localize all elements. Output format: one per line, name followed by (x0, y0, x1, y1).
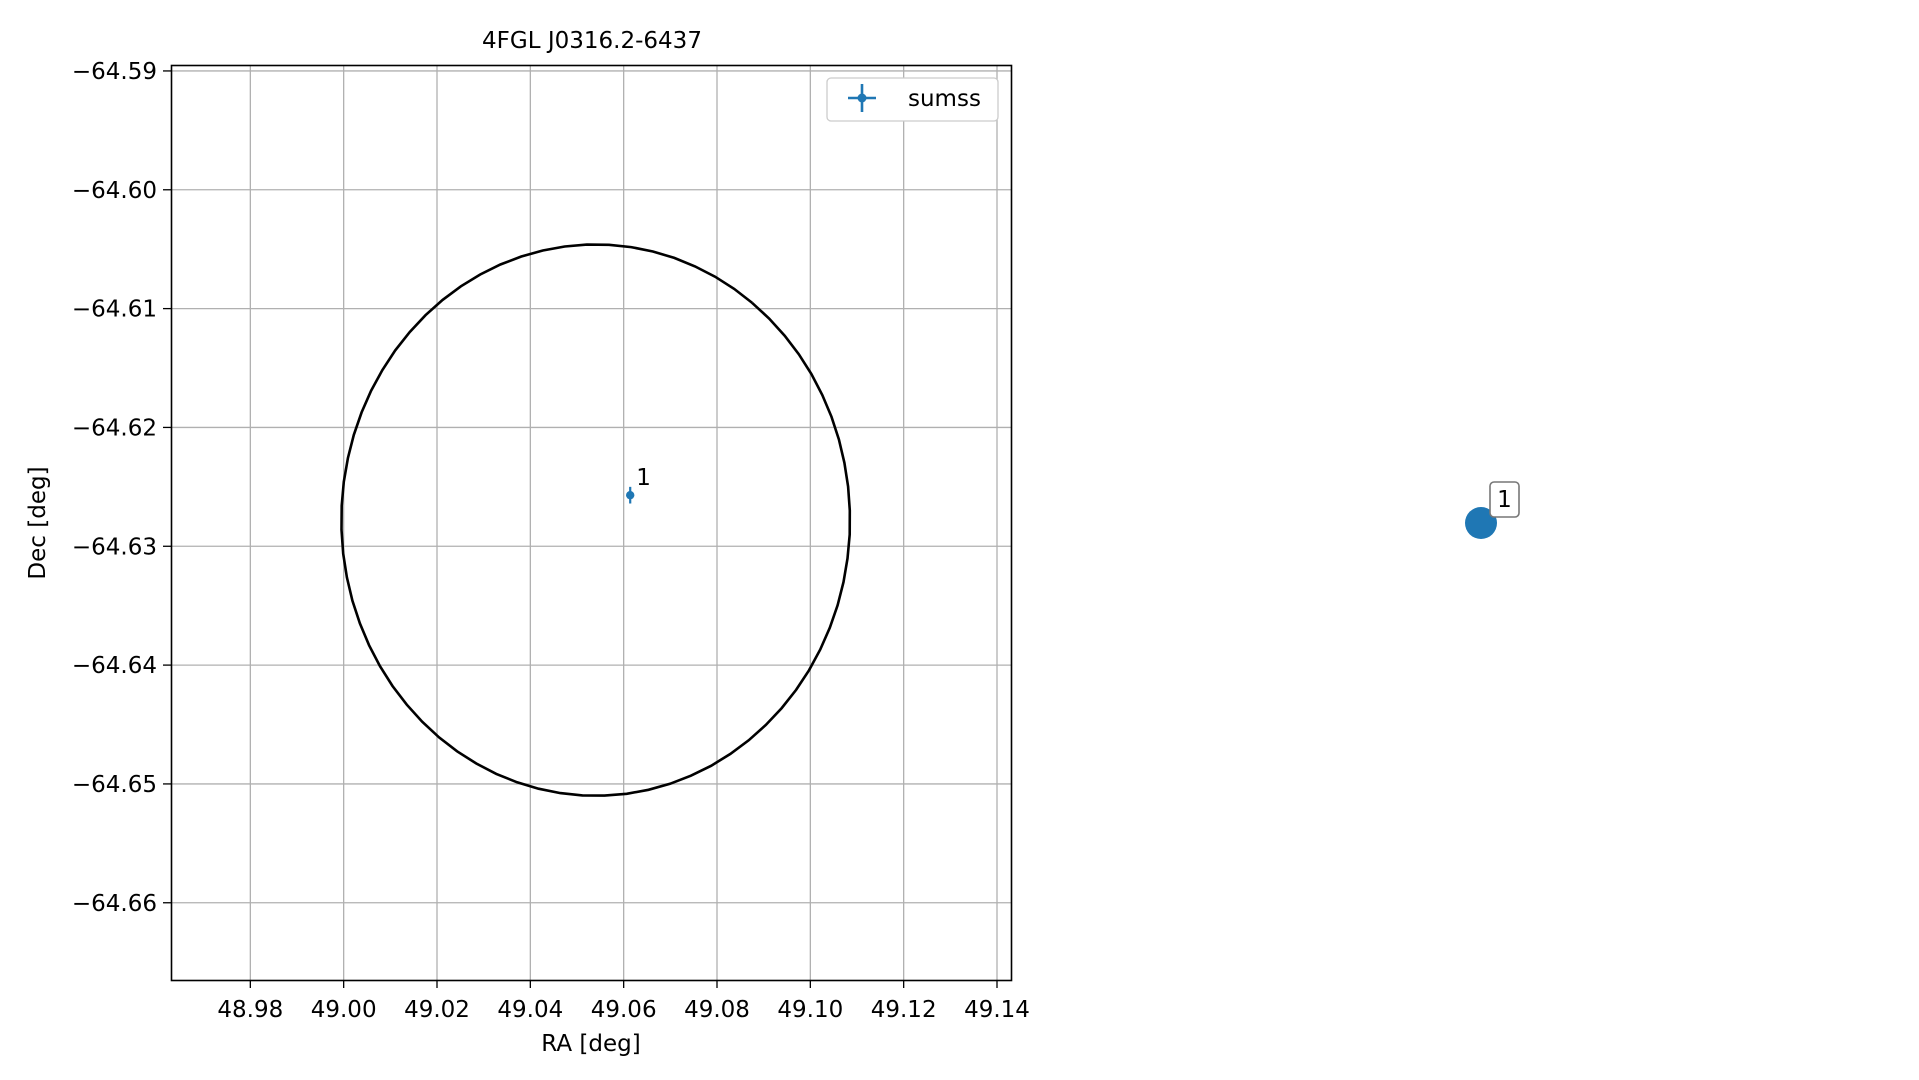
x-tick-label: 49.06 (591, 997, 657, 1023)
y-axis-ticks: −64.59 −64.60 −64.61 −64.62 −64.63 −64.64 −64.… (72, 59, 171, 917)
legend: sumss (826, 77, 999, 122)
legend-box (826, 77, 999, 122)
x-axis-label: RA [deg] (541, 1031, 640, 1057)
y-tick-label: −64.65 (72, 772, 157, 798)
x-tick-label: 49.12 (871, 997, 937, 1023)
x-axis-ticks: 48.98 49.00 49.02 49.04 49.06 49.08 49.10 49.12… (217, 980, 1030, 1023)
y-tick-label: −64.63 (72, 534, 157, 560)
y-tick-label: −64.61 (72, 297, 157, 323)
y-tick-label: −64.59 (72, 59, 157, 85)
legend-marker-dot (857, 93, 867, 103)
x-tick-label: 49.14 (964, 997, 1030, 1023)
x-tick-label: 49.00 (311, 997, 377, 1023)
x-tick-label: 49.08 (684, 997, 750, 1023)
sumss-point-label: 1 (636, 465, 651, 491)
x-tick-label: 49.02 (404, 997, 470, 1023)
x-tick-label: 48.98 (217, 997, 283, 1023)
source-marker (1465, 507, 1497, 539)
chart-title: 4FGL J0316.2-6437 (482, 28, 702, 54)
y-tick-label: −64.62 (72, 415, 157, 441)
y-axis-label: Dec [deg] (25, 466, 51, 579)
y-tick-label: −64.64 (72, 653, 157, 679)
source-panel: 1 (1465, 481, 1520, 539)
legend-label: sumss (908, 86, 981, 112)
source-label: 1 (1497, 487, 1512, 513)
source-label-box (1489, 481, 1520, 518)
y-tick-label: −64.66 (72, 891, 157, 917)
x-tick-label: 49.04 (497, 997, 563, 1023)
error-ellipse (340, 243, 852, 797)
sumss-points: 1 (626, 465, 651, 504)
gridlines (171, 65, 1011, 980)
sky-map-panel: 4FGL J0316.2-6437 1 48.98 49.00 49.02 49.04… (25, 28, 1030, 1057)
sumss-point (626, 490, 635, 500)
plot-frame (170, 64, 1013, 982)
x-tick-label: 49.10 (777, 997, 843, 1023)
y-tick-label: −64.60 (72, 178, 157, 204)
